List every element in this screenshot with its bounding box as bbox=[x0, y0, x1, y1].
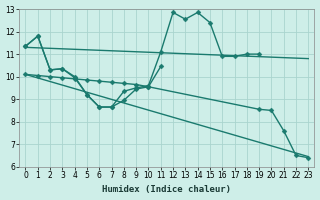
X-axis label: Humidex (Indice chaleur): Humidex (Indice chaleur) bbox=[102, 185, 231, 194]
